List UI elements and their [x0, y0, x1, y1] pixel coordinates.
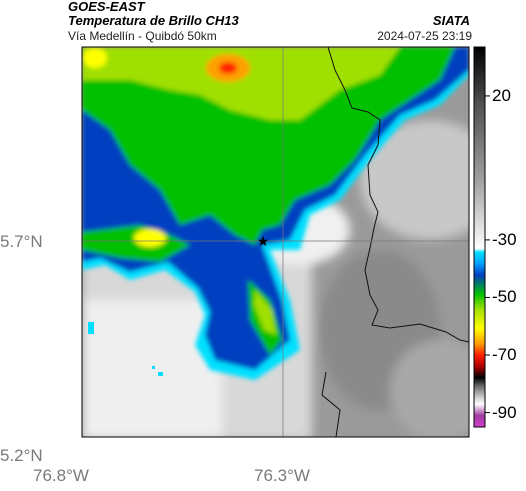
colorbar-tick-label: -30: [492, 229, 517, 249]
x-tick-label: 76.8°W: [33, 466, 89, 485]
colorbar-tick-label: -90: [492, 402, 517, 422]
colorbar: [473, 46, 486, 428]
colorbar-ticks: [485, 95, 490, 414]
timestamp: 2024-07-25 23:19: [377, 29, 472, 43]
y-tick-label: 5.2°N: [0, 446, 43, 465]
star-icon: ★: [257, 233, 270, 249]
y-tick-label: 5.7°N: [0, 232, 43, 251]
organization-label: SIATA: [432, 13, 470, 28]
route-subtitle: Vía Medellín - Quibdó 50km: [68, 29, 217, 43]
colorbar-tick-label: 20: [492, 85, 511, 105]
colorbar-tick-label: -50: [492, 287, 517, 307]
plot-frame: [81, 46, 470, 438]
satellite-imagery: [82, 47, 469, 437]
product-title: Temperatura de Brillo CH13: [68, 13, 239, 28]
x-tick-label: 76.3°W: [254, 466, 310, 485]
satellite-title: GOES-EAST: [68, 0, 145, 14]
colorbar-tick-label: -70: [492, 345, 517, 365]
